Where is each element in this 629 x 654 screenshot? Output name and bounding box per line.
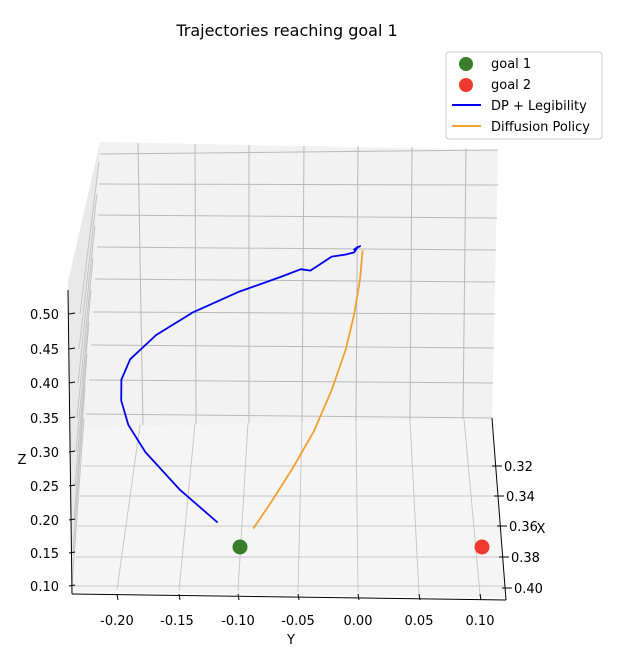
- y-tick-mark-2: [237, 593, 240, 601]
- legend-dp-legibility-label: DP + Legibility: [491, 99, 587, 114]
- z-axis-line: [67, 289, 73, 595]
- y-tick-mark-5: [418, 593, 421, 601]
- left-grid-3: [74, 321, 90, 487]
- y-tick-label-0: -0.20: [100, 614, 134, 629]
- axis-panes: [68, 142, 506, 598]
- x-tick-label-4: 0.40: [514, 582, 543, 597]
- z-tick-mark-7: [68, 347, 76, 350]
- y-tick-label-5: 0.05: [405, 614, 434, 629]
- legend-goal1-marker: [459, 57, 473, 71]
- back-grid-v-0: [137, 142, 144, 426]
- z-tick-label-7: 0.45: [30, 343, 59, 358]
- y-tick-label-2: -0.10: [221, 614, 255, 629]
- x-tick-label-0: 0.32: [504, 460, 533, 475]
- z-tick-label-5: 0.35: [30, 412, 59, 427]
- y-tick-label-4: 0.00: [344, 614, 373, 629]
- z-tick-label-8: 0.50: [30, 308, 59, 323]
- back-grid-h-8: [85, 413, 493, 419]
- back-grid-h-3: [96, 246, 497, 251]
- z-tick-label-1: 0.15: [30, 547, 59, 562]
- z-tick-mark-0: [68, 584, 76, 587]
- z-tick-label-3: 0.25: [30, 480, 59, 495]
- axes: 0.10 0.15 0.20 0.25 0.30 0.35 0.40 0.45 0.50 -0.2…: [30, 289, 543, 629]
- x-tick-label-1: 0.34: [506, 490, 535, 505]
- z-tick-mark-8: [68, 312, 76, 315]
- back-grid-h-7: [88, 379, 494, 384]
- series-line-1: [252, 250, 364, 529]
- x-tick-label-3: 0.38: [511, 551, 540, 566]
- y-axis-line: [71, 593, 507, 601]
- z-tick-mark-6: [68, 381, 76, 384]
- z-tick-mark-4: [68, 450, 76, 453]
- goal-marker-2: [474, 539, 490, 555]
- z-tick-label-2: 0.20: [30, 514, 59, 529]
- y-axis-label: Y: [286, 633, 295, 648]
- legend-goal2-label: goal 2: [491, 78, 531, 93]
- y-tick-label-6: 0.10: [466, 614, 495, 629]
- y-tick-mark-1: [178, 593, 181, 601]
- back-grid-v-6: [462, 147, 467, 420]
- z-tick-mark-3: [68, 484, 76, 487]
- z-tick-mark-2: [68, 518, 76, 521]
- goal-markers: [232, 539, 490, 555]
- y-tick-mark-6: [479, 593, 482, 601]
- z-tick-mark-1: [68, 551, 76, 554]
- goal-marker-1: [232, 539, 248, 555]
- back-grid-v-4: [355, 145, 359, 422]
- floor-grid-v-5: [409, 419, 420, 594]
- left-grid-4: [75, 289, 92, 453]
- left-grid-2: [73, 353, 88, 521]
- legend-goal2-marker: [459, 78, 473, 92]
- y-tick-label-1: -0.15: [160, 614, 194, 629]
- floor-grid-v-3: [297, 421, 303, 593]
- back-grid-h-4: [94, 278, 496, 283]
- back-grid-v-1: [194, 143, 197, 425]
- back-grid-h-2: [97, 214, 498, 219]
- x-axis-label: X: [537, 522, 546, 537]
- left-grid-6: [77, 225, 96, 384]
- left-grid-5: [76, 257, 94, 419]
- legend-goal1-label: goal 1: [491, 57, 531, 72]
- left-grid-8: [79, 161, 100, 315]
- z-tick-mark-5: [68, 416, 76, 419]
- floor-grid-v-0: [116, 424, 141, 591]
- legend-frame: [445, 51, 603, 140]
- grid-lines: [71, 142, 506, 595]
- floor-grid-v-2: [237, 422, 249, 592]
- floor-grid-v-1: [178, 423, 196, 592]
- z-axis-label: Z: [18, 453, 27, 468]
- y-tick-label-3: -0.05: [281, 614, 315, 629]
- y-tick-mark-0: [116, 593, 119, 601]
- legend: goal 1 goal 2 DP + Legibility Diffusion …: [445, 51, 603, 140]
- x-axis-line: [491, 417, 507, 601]
- floor-grid-v-6: [463, 418, 481, 595]
- y-tick-mark-3: [297, 593, 300, 601]
- z-tick-label-0: 0.10: [30, 580, 59, 595]
- back-grid-h-1: [98, 183, 499, 186]
- left-grid-0: [71, 417, 85, 587]
- legend-diffusion-policy-label: Diffusion Policy: [491, 120, 590, 135]
- back-grid-v-3: [301, 145, 305, 423]
- chart-title: Trajectories reaching goal 1: [175, 21, 397, 40]
- back-grid-h-6: [90, 344, 495, 349]
- x-tick-label-2: 0.36: [509, 520, 538, 535]
- floor-grid-v-4: [355, 420, 359, 593]
- series-line-0: [120, 245, 361, 523]
- left-grid-1: [72, 385, 86, 554]
- z-tick-label-4: 0.30: [30, 446, 59, 461]
- back-pane: [82, 142, 498, 428]
- z-tick-label-6: 0.40: [30, 377, 59, 392]
- left-grid-7: [78, 193, 98, 350]
- back-grid-v-5: [409, 146, 413, 421]
- back-grid-h-0: [99, 149, 499, 155]
- floor-pane: [72, 418, 506, 598]
- back-grid-h-5: [92, 311, 496, 315]
- y-tick-mark-4: [357, 593, 360, 601]
- series-layer: [120, 245, 364, 529]
